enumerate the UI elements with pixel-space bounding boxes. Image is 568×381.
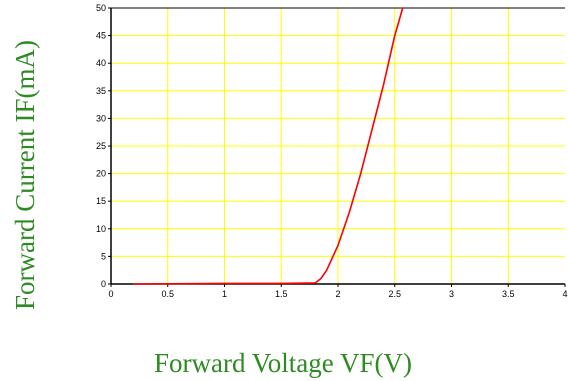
- y-tick-label: 40: [96, 58, 106, 68]
- y-tick-label: 25: [96, 141, 106, 151]
- y-axis-title: Forward Current IF(mA): [10, 40, 40, 310]
- x-tick-label: 0.5: [161, 289, 174, 299]
- y-tick-label: 15: [96, 196, 106, 206]
- y-tick-label: 10: [96, 224, 106, 234]
- y-tick-label: 0: [101, 279, 106, 289]
- series-layer: [132, 7, 404, 285]
- iv-curve-line: [132, 7, 404, 285]
- x-tick-label: 2.5: [388, 289, 401, 299]
- x-tick-label: 1: [222, 289, 227, 299]
- x-tick-label: 0: [108, 289, 113, 299]
- x-tick-label: 4: [562, 289, 567, 299]
- x-axis-title: Forward Voltage VF(V): [154, 348, 412, 378]
- y-tick-label: 45: [96, 31, 106, 41]
- y-tick-label: 50: [96, 3, 106, 13]
- grid: [111, 7, 565, 284]
- x-tick-label: 1.5: [275, 289, 288, 299]
- y-tick-label: 20: [96, 169, 106, 179]
- y-tick-label: 30: [96, 113, 106, 123]
- x-tick-label: 2: [335, 289, 340, 299]
- x-tick-label: 3: [449, 289, 454, 299]
- x-tick-label: 3.5: [502, 289, 515, 299]
- y-tick-label: 35: [96, 86, 106, 96]
- y-tick-label: 5: [101, 251, 106, 261]
